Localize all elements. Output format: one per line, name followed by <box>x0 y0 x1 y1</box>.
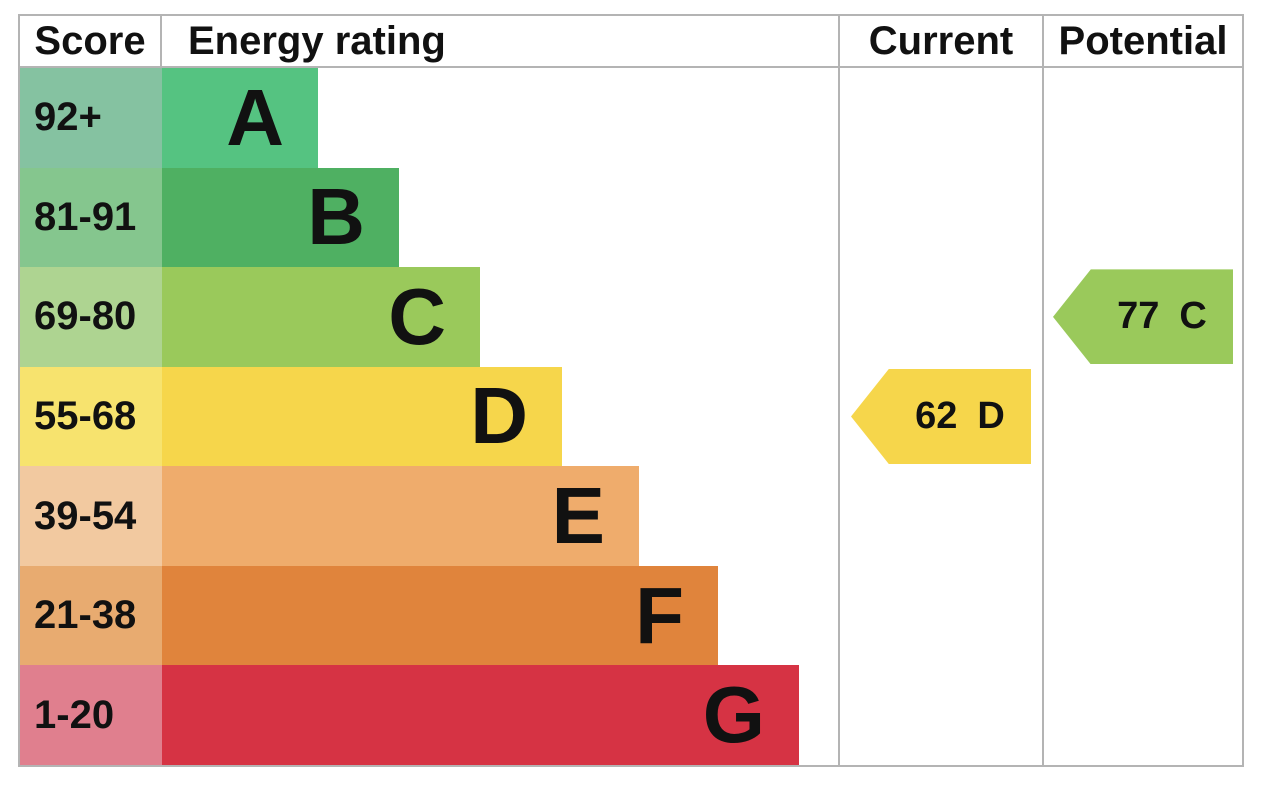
score-range-cell: 81-91 <box>20 167 162 268</box>
score-range-cell: 39-54 <box>20 466 162 566</box>
potential-column-cell <box>1042 565 1242 666</box>
energy-rating-cell: C <box>162 267 838 367</box>
rating-letter: C <box>388 271 446 361</box>
header-current: Current <box>838 16 1042 68</box>
energy-rating-cell: E <box>162 466 838 566</box>
potential-column-cell <box>1042 466 1242 566</box>
score-range-label: 39-54 <box>34 493 137 538</box>
potential-rating-arrow: 77 C <box>1053 269 1233 365</box>
rating-letter: E <box>551 471 605 561</box>
header-energy-rating: Energy rating <box>162 16 838 68</box>
current-column-cell <box>838 466 1042 566</box>
energy-rating-cell: F <box>162 565 838 666</box>
rating-bar: F <box>162 565 718 666</box>
potential-rating-letter: C <box>1179 295 1207 338</box>
score-range-cell: 55-68 <box>20 366 162 467</box>
energy-rating-cell: D <box>162 366 838 467</box>
score-range-cell: 92+ <box>20 68 162 168</box>
score-range-cell: 69-80 <box>20 267 162 367</box>
potential-column-cell <box>1042 366 1242 467</box>
score-range-label: 55-68 <box>34 393 137 438</box>
current-column-cell <box>838 68 1042 168</box>
potential-column-cell <box>1042 665 1242 765</box>
rating-bar: C <box>162 267 480 367</box>
current-rating-letter: D <box>977 394 1005 437</box>
score-range-label: 81-91 <box>34 194 137 239</box>
current-column-cell <box>838 665 1042 765</box>
header-potential: Potential <box>1042 16 1242 68</box>
current-column-cell <box>838 167 1042 268</box>
score-range-cell: 21-38 <box>20 565 162 666</box>
potential-column-cell <box>1042 68 1242 168</box>
rating-bar: D <box>162 366 562 467</box>
header-score: Score <box>20 16 162 68</box>
energy-rating-cell: B <box>162 167 838 268</box>
rating-letter: F <box>635 570 684 660</box>
score-range-label: 92+ <box>34 95 102 140</box>
rating-bar: E <box>162 466 639 566</box>
current-column-cell <box>838 565 1042 666</box>
potential-column-cell <box>1042 167 1242 268</box>
rating-bar: A <box>162 68 318 168</box>
epc-table: Score Energy rating Current Potential 62… <box>18 14 1244 767</box>
score-range-label: 21-38 <box>34 593 137 638</box>
rating-letter: A <box>226 72 284 162</box>
rating-letter: D <box>470 371 528 461</box>
current-score-value: 62 <box>915 394 958 437</box>
score-range-label: 69-80 <box>34 294 137 339</box>
energy-rating-cell: G <box>162 665 838 765</box>
score-range-label: 1-20 <box>34 692 115 737</box>
rating-letter: B <box>307 172 365 262</box>
rating-letter: G <box>702 670 765 760</box>
rating-bar: B <box>162 167 399 268</box>
energy-rating-cell: A <box>162 68 838 168</box>
current-column-cell <box>838 267 1042 367</box>
rating-bar: G <box>162 665 799 765</box>
current-rating-arrow: 62 D <box>851 368 1031 464</box>
score-range-cell: 1-20 <box>20 665 162 765</box>
potential-score-value: 77 <box>1117 295 1160 338</box>
